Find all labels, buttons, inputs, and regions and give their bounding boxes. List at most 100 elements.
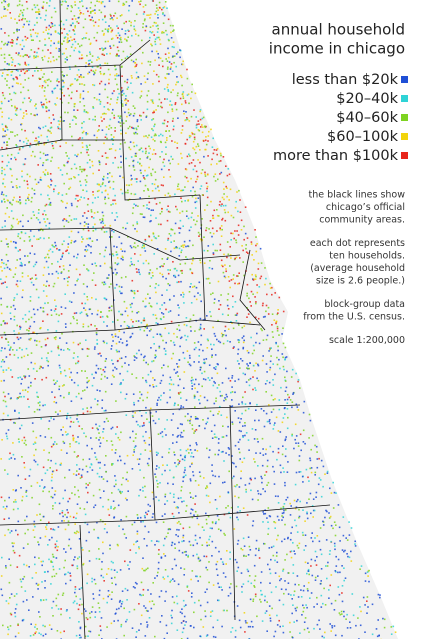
household-dot	[198, 399, 200, 401]
household-dot	[67, 102, 70, 104]
household-dot	[192, 259, 194, 262]
household-dot	[155, 410, 157, 413]
household-dot	[257, 268, 260, 270]
household-dot	[252, 279, 255, 281]
household-dot	[212, 137, 214, 140]
household-dot	[154, 171, 157, 173]
household-dot	[173, 232, 176, 235]
household-dot	[3, 360, 6, 363]
household-dot	[195, 429, 198, 431]
household-dot	[55, 330, 58, 332]
household-dot	[179, 49, 181, 51]
household-dot	[276, 515, 279, 518]
household-dot	[74, 65, 77, 67]
household-dot	[112, 336, 114, 338]
household-dot	[226, 340, 229, 342]
household-dot	[37, 32, 39, 35]
household-dot	[203, 328, 205, 330]
household-dot	[183, 459, 186, 462]
household-dot	[72, 473, 75, 475]
household-dot	[41, 105, 44, 108]
household-dot	[130, 318, 133, 321]
household-dot	[253, 458, 255, 460]
household-dot	[86, 582, 88, 585]
household-dot	[11, 61, 14, 63]
household-dot	[155, 22, 157, 24]
household-dot	[142, 300, 144, 303]
household-dot	[166, 137, 168, 139]
household-dot	[51, 607, 53, 609]
household-dot	[161, 615, 163, 617]
household-dot	[116, 53, 118, 55]
household-dot	[334, 570, 337, 572]
household-dot	[97, 150, 100, 152]
household-dot	[113, 114, 115, 117]
household-dot	[254, 274, 257, 276]
household-dot	[265, 277, 267, 280]
household-dot	[179, 345, 181, 348]
household-dot	[184, 624, 186, 626]
household-dot	[104, 523, 107, 525]
household-dot	[300, 449, 302, 452]
household-dot	[142, 175, 145, 177]
household-dot	[1, 111, 4, 113]
household-dot	[191, 286, 194, 288]
household-dot	[88, 379, 90, 382]
household-dot	[276, 330, 279, 332]
household-dot	[150, 43, 152, 45]
household-dot	[102, 34, 105, 36]
household-dot	[231, 461, 234, 464]
household-dot	[12, 217, 15, 220]
household-dot	[93, 212, 96, 214]
household-dot	[42, 404, 44, 407]
household-dot	[190, 596, 193, 598]
household-dot	[51, 496, 54, 499]
household-dot	[145, 115, 148, 117]
household-dot	[212, 152, 215, 155]
household-dot	[10, 240, 12, 243]
household-dot	[92, 597, 95, 600]
household-dot	[23, 72, 26, 75]
household-dot	[296, 575, 299, 577]
household-dot	[129, 549, 132, 551]
household-dot	[152, 138, 154, 141]
household-dot	[269, 582, 271, 584]
household-dot	[167, 121, 169, 123]
household-dot	[274, 630, 277, 633]
household-dot	[22, 9, 25, 11]
household-dot	[244, 373, 246, 376]
household-dot	[18, 412, 20, 414]
household-dot	[97, 353, 100, 355]
household-dot	[237, 441, 240, 443]
household-dot	[156, 31, 159, 33]
household-dot	[158, 134, 160, 137]
household-dot	[277, 349, 279, 352]
household-dot	[220, 294, 222, 296]
household-dot	[163, 122, 165, 125]
household-dot	[36, 35, 38, 38]
household-dot	[122, 256, 124, 259]
household-dot	[61, 174, 64, 176]
household-dot	[309, 597, 311, 599]
household-dot	[246, 568, 249, 571]
household-dot	[332, 481, 334, 484]
household-dot	[182, 291, 184, 294]
household-dot	[107, 595, 109, 598]
household-dot	[58, 502, 61, 505]
household-dot	[34, 155, 36, 158]
household-dot	[90, 323, 92, 326]
household-dot	[159, 57, 162, 60]
household-dot	[169, 269, 171, 271]
household-dot	[220, 451, 223, 453]
household-dot	[178, 359, 181, 361]
household-dot	[11, 39, 13, 41]
household-dot	[104, 283, 107, 285]
household-dot	[249, 377, 252, 380]
household-dot	[109, 103, 111, 106]
household-dot	[16, 4, 19, 7]
household-dot	[190, 283, 192, 285]
household-dot	[233, 237, 235, 240]
household-dot	[239, 257, 241, 259]
household-dot	[113, 569, 116, 571]
household-dot	[144, 184, 147, 187]
